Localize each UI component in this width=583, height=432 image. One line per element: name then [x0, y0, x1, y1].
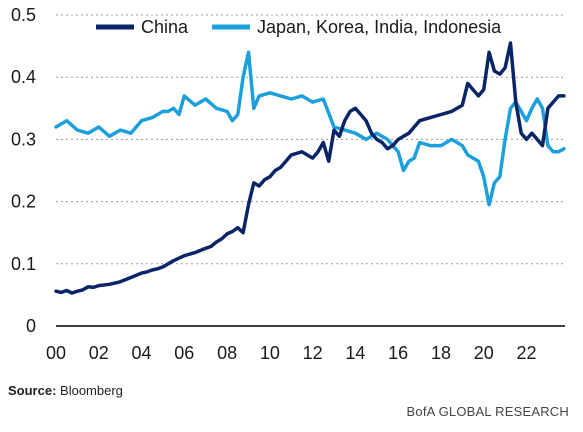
- series-lines: [54, 41, 566, 295]
- x-tick-label: 00: [46, 343, 66, 363]
- x-axis-ticks: 00 02 04 06 08 10 12 14 16 18 20 22: [46, 343, 537, 363]
- y-tick-label: 0.2: [11, 192, 36, 212]
- x-tick-label: 06: [174, 343, 194, 363]
- x-tick-label: 02: [89, 343, 109, 363]
- line-chart: 0 0.1 0.2 0.3 0.4 0.5 00 02 04 06 08 10 12 14 16 18 20 2…: [11, 5, 566, 363]
- x-tick-label: 10: [260, 343, 280, 363]
- series-line-china: [54, 41, 566, 295]
- source-value: Bloomberg: [60, 383, 123, 398]
- y-tick-label: 0: [26, 316, 36, 336]
- legend: China Japan, Korea, India, Indonesia: [96, 17, 502, 37]
- legend-label-others: Japan, Korea, India, Indonesia: [257, 17, 502, 37]
- y-tick-label: 0.5: [11, 5, 36, 25]
- x-tick-label: 22: [516, 343, 536, 363]
- y-axis-ticks: 0 0.1 0.2 0.3 0.4 0.5: [11, 5, 36, 336]
- source-note: Source: Bloomberg: [8, 383, 123, 398]
- series-line-others: [54, 50, 566, 207]
- x-tick-label: 16: [388, 343, 408, 363]
- source-label: Source:: [8, 383, 57, 398]
- x-tick-label: 04: [132, 343, 152, 363]
- y-tick-label: 0.3: [11, 129, 36, 149]
- legend-label-china: China: [141, 17, 189, 37]
- x-tick-label: 12: [303, 343, 323, 363]
- x-tick-label: 18: [431, 343, 451, 363]
- x-tick-label: 20: [474, 343, 494, 363]
- x-tick-label: 08: [217, 343, 237, 363]
- y-tick-label: 0.1: [11, 254, 36, 274]
- research-credit: BofA GLOBAL RESEARCH: [406, 404, 569, 419]
- x-tick-label: 14: [345, 343, 365, 363]
- y-tick-label: 0.4: [11, 67, 36, 87]
